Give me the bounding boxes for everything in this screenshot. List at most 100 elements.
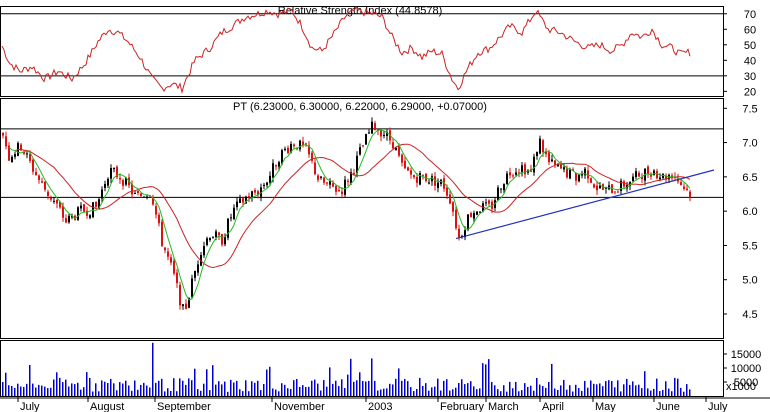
candle-body xyxy=(137,191,139,193)
candle-body xyxy=(56,199,58,204)
volume-bar xyxy=(227,391,229,396)
candle-body xyxy=(536,151,538,156)
volume-bar xyxy=(5,372,7,396)
candle-body xyxy=(35,171,37,176)
x-tick-label: June xyxy=(656,401,680,412)
candle-body xyxy=(365,134,367,145)
candle-body xyxy=(257,191,259,195)
candle-body xyxy=(350,172,352,184)
candle-body xyxy=(95,201,97,207)
candle-body xyxy=(41,181,43,183)
candle-body xyxy=(215,231,217,238)
candle-body xyxy=(497,187,499,201)
volume-bar xyxy=(293,380,295,396)
rsi-y-axis: 70 60 50 40 30 20 xyxy=(723,9,756,98)
volume-bar xyxy=(449,390,451,396)
volume-bar xyxy=(578,388,580,396)
candle-body xyxy=(503,184,505,191)
candle-body xyxy=(317,175,319,180)
candle-body xyxy=(542,140,544,153)
candle-body xyxy=(242,198,244,203)
volume-bar xyxy=(443,380,445,396)
volume-bar xyxy=(29,365,31,396)
candle-body xyxy=(575,172,577,181)
candle-body xyxy=(251,191,253,198)
volume-bar xyxy=(275,389,277,396)
candle-body xyxy=(248,196,250,199)
volume-bar xyxy=(314,379,316,396)
candle-body xyxy=(203,246,205,256)
candle-body xyxy=(23,152,25,154)
rsi-tick-label: 40 xyxy=(744,55,756,67)
volume-bar xyxy=(383,388,385,396)
candle-body xyxy=(356,155,358,174)
volume-bar xyxy=(650,390,652,396)
volume-bar xyxy=(629,384,631,396)
candle-body xyxy=(62,205,64,218)
candle-body xyxy=(368,132,370,134)
volume-bar xyxy=(599,383,601,396)
x-tick-label: July xyxy=(20,401,40,412)
candle-body xyxy=(80,205,82,209)
candle-body xyxy=(221,234,223,245)
volume-bar xyxy=(623,384,625,396)
volume-bar xyxy=(122,383,124,396)
candle-body xyxy=(566,168,568,178)
candle-body xyxy=(404,160,406,169)
candle-body xyxy=(353,173,355,175)
volume-bar xyxy=(368,380,370,396)
volume-bar xyxy=(35,387,37,396)
volume-bar xyxy=(47,388,49,396)
candle-body xyxy=(419,173,421,185)
volume-bar xyxy=(425,383,427,396)
candle-body xyxy=(398,146,400,156)
volume-bar xyxy=(500,391,502,396)
volume-bar xyxy=(479,388,481,396)
volume-bar xyxy=(488,359,490,396)
candle-body xyxy=(110,168,112,179)
rsi-panel: Relative Strength Index (44.8578) 70 60 50… xyxy=(0,5,756,98)
volume-bar xyxy=(167,388,169,396)
volume-bar xyxy=(131,390,133,396)
volume-bar xyxy=(410,387,412,396)
rsi-title: Relative Strength Index (44.8578) xyxy=(278,5,443,17)
candle-body xyxy=(428,182,430,184)
candle-body xyxy=(347,180,349,182)
candle-body xyxy=(53,200,55,202)
candle-body xyxy=(410,170,412,175)
candle-body xyxy=(185,303,187,309)
volume-bar xyxy=(482,363,484,396)
volume-bar xyxy=(299,387,301,396)
candle-body xyxy=(557,164,559,167)
volume-bar xyxy=(2,382,4,396)
rsi-series xyxy=(1,5,691,95)
volume-bar xyxy=(269,366,271,396)
volume-bar xyxy=(86,372,88,396)
volume-bar xyxy=(182,380,184,396)
x-tick-label: May xyxy=(595,401,616,412)
price-moving-averages xyxy=(8,129,691,301)
volume-bar xyxy=(494,385,496,396)
volume-bar xyxy=(158,380,160,396)
volume-bar xyxy=(503,385,505,396)
candle-body xyxy=(86,210,88,216)
candle-body xyxy=(344,179,346,195)
candle-body xyxy=(407,167,409,171)
candle-body xyxy=(38,175,40,180)
volume-bar xyxy=(386,388,388,396)
volume-bar xyxy=(596,384,598,396)
candle-body xyxy=(230,217,232,219)
candle-body xyxy=(191,278,193,297)
candle-body xyxy=(29,154,31,161)
volume-bar xyxy=(341,379,343,396)
volume-bar xyxy=(521,390,523,396)
rsi-panel-frame xyxy=(0,6,724,97)
volume-bar xyxy=(149,387,151,396)
volume-bar xyxy=(638,384,640,396)
volume-bar xyxy=(17,383,19,396)
volume-tick-label: 5000 xyxy=(734,377,758,389)
volume-bar xyxy=(125,380,127,396)
volume-bar xyxy=(152,342,154,396)
volume-bar xyxy=(80,389,82,396)
volume-bar xyxy=(197,389,199,396)
